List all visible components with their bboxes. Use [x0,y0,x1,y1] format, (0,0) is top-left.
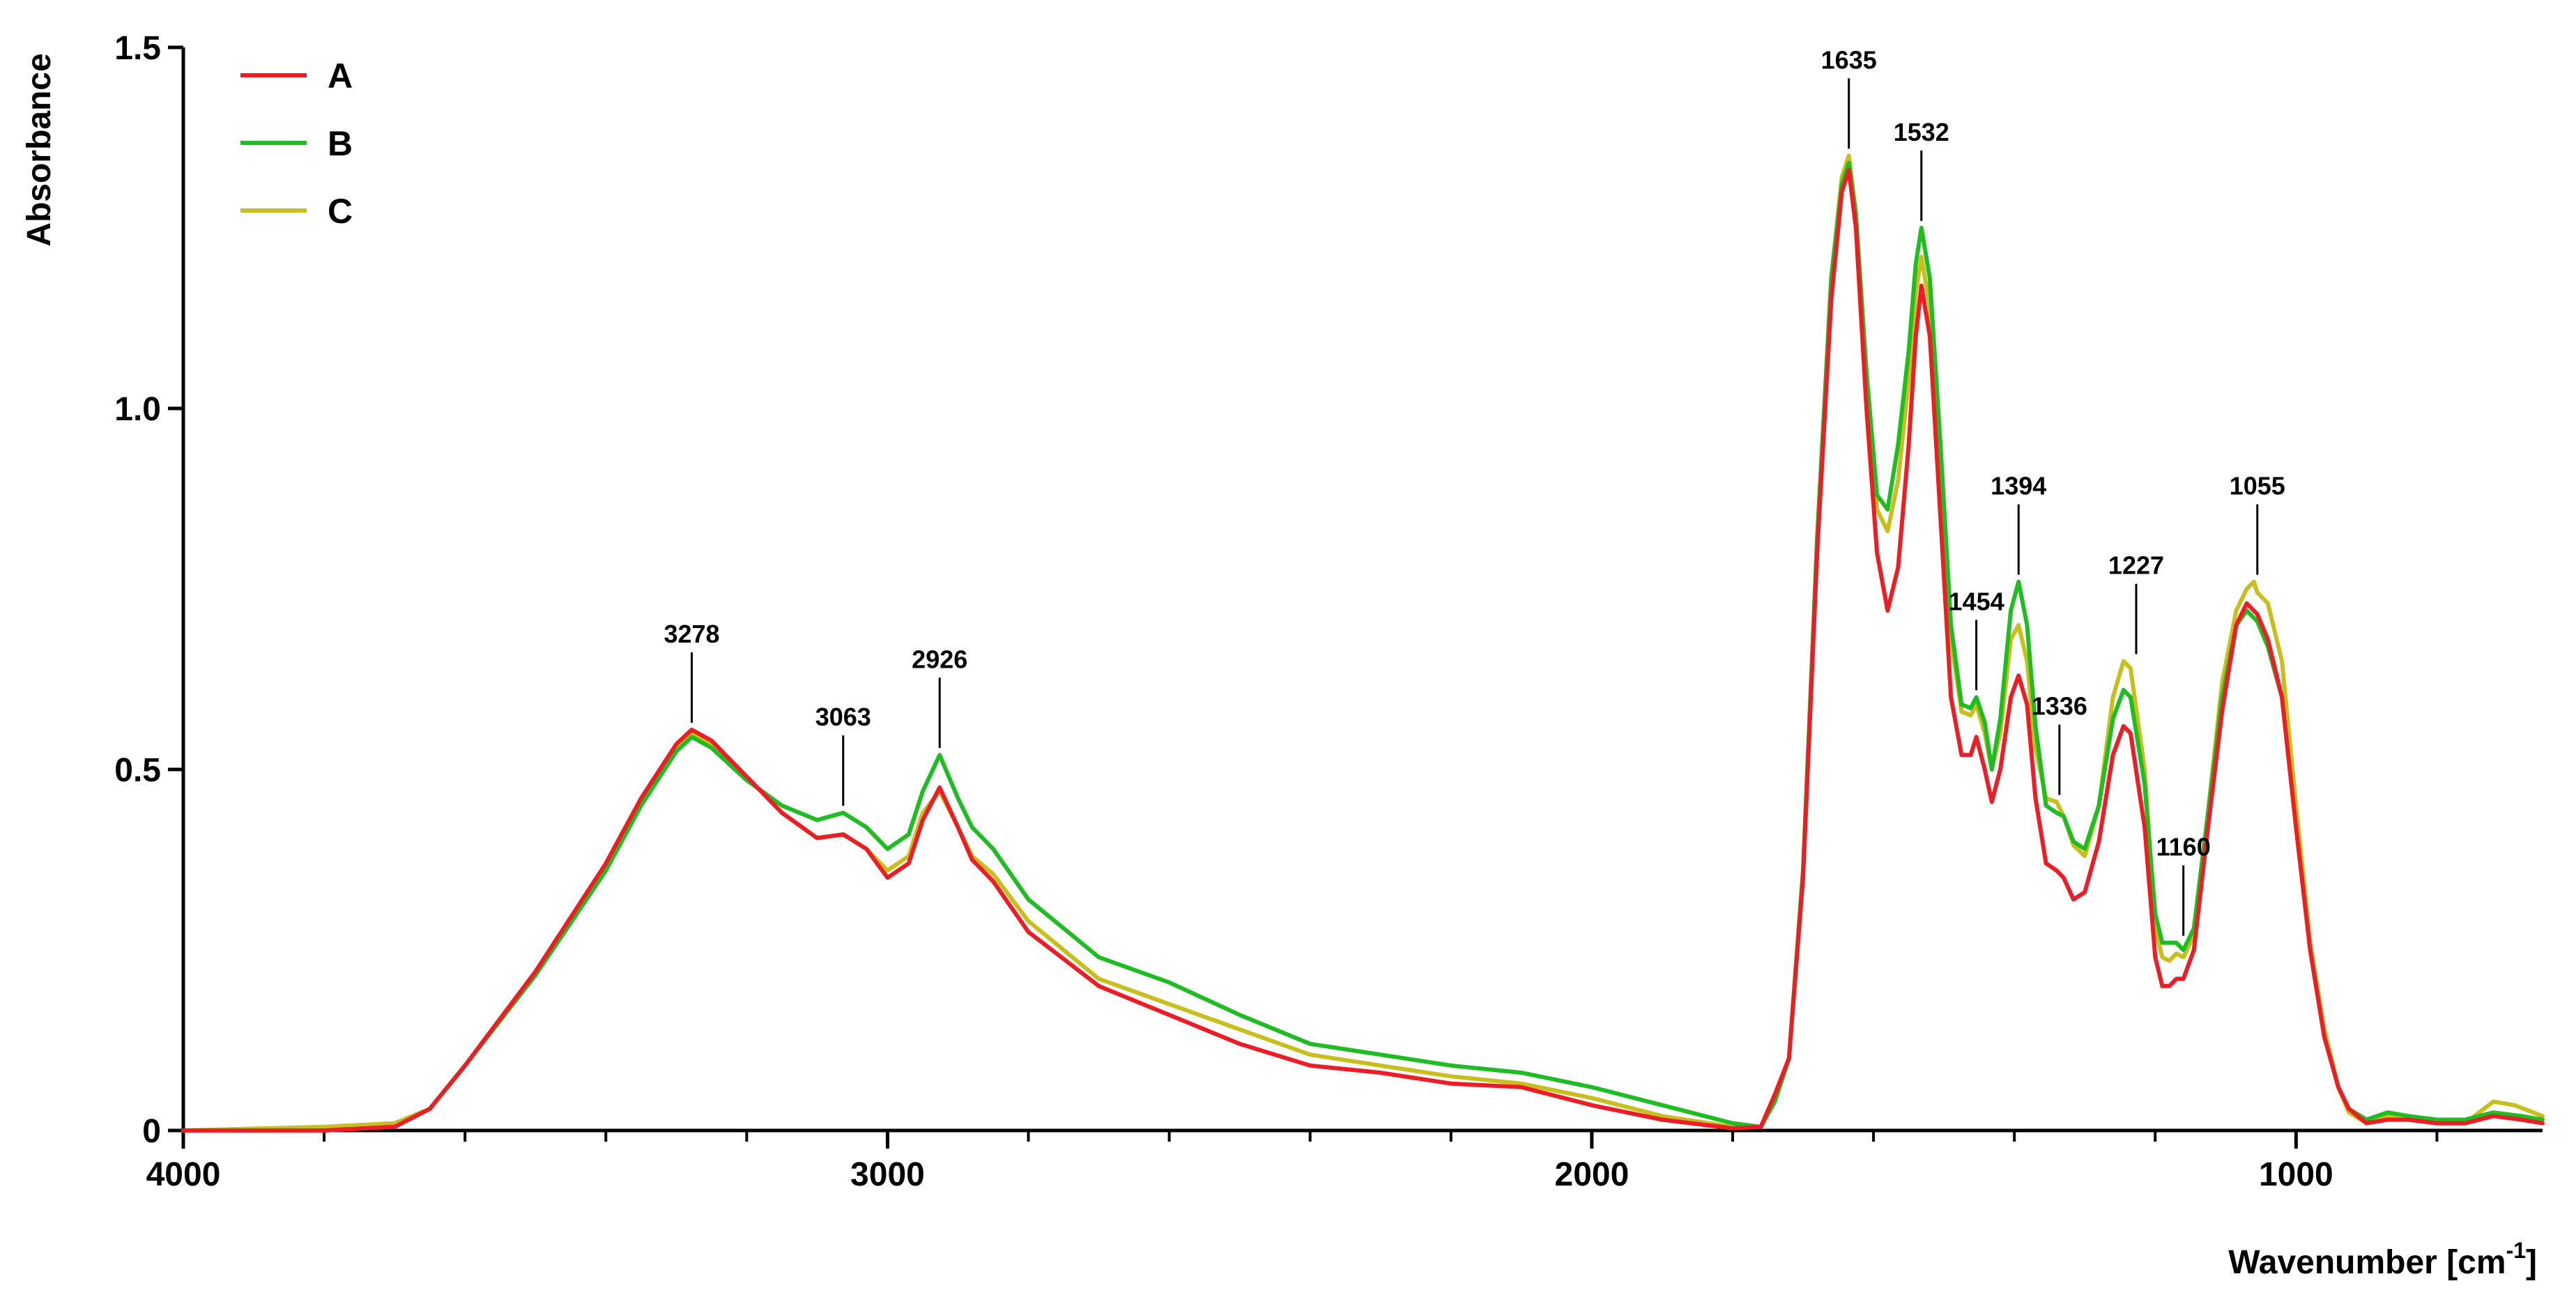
legend-label-c: C [328,192,353,231]
annotation-label-2926: 2926 [912,645,967,673]
x-axis-title-superscript: -1 [2506,1238,2526,1263]
series-c-line [181,153,2545,1133]
annotation-label-1055: 1055 [2230,472,2285,500]
annotation-label-3063: 3063 [815,703,871,731]
x-tick-label: 4000 [146,1156,221,1193]
annotation-label-1160: 1160 [2156,833,2211,861]
tick-labels: 4000 3000 2000 1000 0 0.5 1.0 1.5 [114,30,2333,1193]
y-tick-label: 0.5 [114,752,161,789]
y-tick-label: 1.0 [114,391,161,428]
legend-label-a: A [328,56,353,95]
y-axis-title: Absorbance [21,53,58,246]
x-tick-label: 2000 [1555,1156,1630,1193]
annotation-label-1635: 1635 [1821,45,1877,74]
x-tick-label: 1000 [2259,1156,2333,1193]
y-tick-label: 1.5 [114,30,161,67]
x-tick-label: 3000 [850,1156,925,1193]
axes [181,47,2543,1133]
x-axis-title: Wavenumber [cm-1] [2228,1238,2537,1281]
ticks [168,45,2439,1149]
annotation-label-1227: 1227 [2108,551,2164,580]
series-layer [181,153,2545,1133]
peak-annotations: 3278 3063 2926 1635 1532 1454 1394 1336 1227 1160… [664,45,2285,936]
series-b-line [181,160,2545,1133]
series-a-line [181,168,2545,1133]
y-tick-label: 0 [142,1113,161,1150]
annotation-label-1336: 1336 [2032,692,2087,721]
annotation-label-1532: 1532 [1894,118,1949,146]
x-axis-title-close: ] [2526,1244,2537,1281]
annotation-label-1394: 1394 [1991,472,2046,500]
legend-label-b: B [328,124,353,163]
annotation-label-1454: 1454 [1949,587,2004,615]
legend: ABC [240,56,353,231]
x-axis-title-main: Wavenumber [cm [2228,1244,2506,1281]
annotation-label-3278: 3278 [664,620,719,648]
